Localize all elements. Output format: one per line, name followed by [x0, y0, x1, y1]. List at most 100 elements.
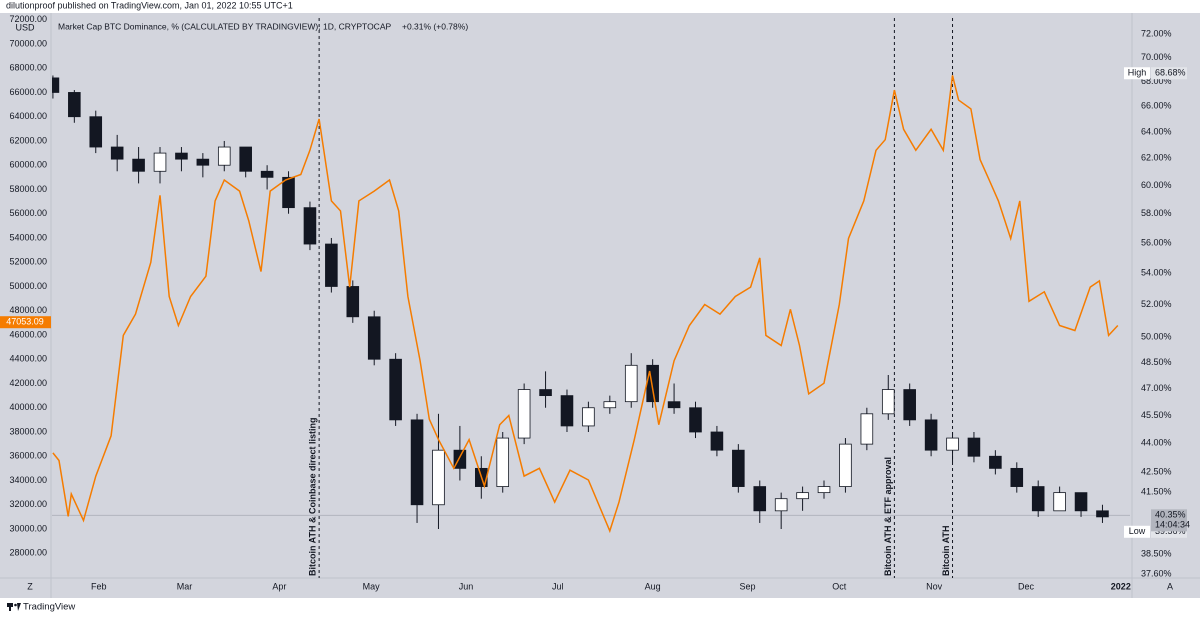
y2-tick-label: 72.00% [1141, 28, 1172, 38]
candle-body [260, 170, 274, 178]
candle-body [603, 401, 617, 409]
y-tick-label: 30000.00 [9, 523, 47, 533]
candle-body [432, 449, 445, 506]
scale-button[interactable]: Z [27, 581, 33, 591]
y-tick-label: 62000.00 [9, 135, 47, 145]
candle-body [732, 449, 745, 487]
y2-tick-label: 52.00% [1141, 299, 1172, 309]
y2-tick-label: 48.50% [1141, 357, 1172, 367]
x-tick-label: Dec [1018, 581, 1035, 591]
y-tick-label: 36000.00 [9, 451, 47, 461]
y2-tick-label: 50.00% [1141, 331, 1172, 341]
chart-title: Market Cap BTC Dominance, % (CALCULATED … [58, 21, 391, 31]
y2-tick-label: 58.00% [1141, 208, 1172, 218]
y-tick-label: 46000.00 [9, 329, 47, 339]
y-tick-label: 52000.00 [9, 257, 47, 267]
annotation-text: Bitcoin ATH & ETF approval [883, 457, 893, 576]
x-tick-label: Oct [832, 581, 847, 591]
brand-name: TradingView [23, 602, 75, 613]
candle-body [710, 431, 724, 451]
annotation-text: Bitcoin ATH & Coinbase direct listing [308, 417, 318, 576]
x-tick-label: Aug [645, 581, 661, 591]
candle-body [496, 437, 510, 487]
candle-body [89, 116, 103, 148]
y2-tick-label: 44.00% [1141, 438, 1172, 448]
x-tick-label: Jun [459, 581, 474, 591]
y2-tick-label: 64.00% [1141, 126, 1172, 136]
candle-body [1096, 510, 1109, 518]
price-marker-label: 47053.09 [6, 317, 44, 327]
candle-body [410, 419, 424, 506]
candle-body [153, 152, 167, 172]
candle-body [175, 152, 188, 160]
last-value-countdown: 14:04:34 [1155, 520, 1190, 530]
y2-tick-label: 45.50% [1141, 410, 1172, 420]
y2-tick-label: 60.00% [1141, 180, 1172, 190]
brand-logo [7, 603, 21, 611]
candle-body [560, 395, 574, 427]
x-tick-label: Nov [926, 581, 943, 591]
y2-tick-label: 42.50% [1141, 467, 1172, 477]
candle-body [110, 146, 124, 160]
y-tick-label: 72000.00 [9, 14, 47, 24]
x-tick-label: Mar [177, 581, 193, 591]
candle-body [132, 158, 145, 172]
candle-body [582, 407, 595, 427]
candle-body [881, 389, 895, 415]
x-tick-label: Apr [272, 581, 286, 591]
y-tick-label: 44000.00 [9, 354, 47, 364]
y-tick-label: 60000.00 [9, 160, 47, 170]
source-line: dilutionproof published on TradingView.c… [6, 0, 293, 10]
y-tick-label: 28000.00 [9, 548, 47, 558]
y-tick-label: 64000.00 [9, 111, 47, 121]
candle-body [325, 243, 338, 287]
candle-body [303, 207, 317, 245]
y2-tick-label: 62.00% [1141, 153, 1172, 163]
x-tick-label: Feb [91, 581, 107, 591]
y2-tick-label: 70.00% [1141, 52, 1172, 62]
y-tick-label: 68000.00 [9, 63, 47, 73]
candle-body [453, 449, 467, 469]
y-tick-label: 50000.00 [9, 281, 47, 291]
candle-body [860, 413, 874, 445]
dominance-line [52, 75, 1119, 534]
y-tick-label: 70000.00 [9, 38, 47, 48]
marker-tag: High [1128, 68, 1147, 78]
y-tick-label: 56000.00 [9, 208, 47, 218]
marker-value-box [1151, 67, 1187, 80]
x-tick-label: Jul [552, 581, 564, 591]
candle-body [217, 146, 231, 166]
candle-body [946, 437, 959, 451]
y2-tick-label: 41.50% [1141, 486, 1172, 496]
y-tick-label: 58000.00 [9, 184, 47, 194]
candle-body [517, 389, 531, 439]
candle-body [68, 92, 81, 118]
plot-area: Bitcoin ATH & Coinbase direct listing Bit… [52, 18, 1130, 578]
y2-tick-label: 47.00% [1141, 383, 1172, 393]
candle-body [624, 364, 638, 403]
candle-body [774, 498, 788, 512]
last-value-box [1151, 509, 1187, 532]
y-tick-label: 66000.00 [9, 87, 47, 97]
y2-tick-label: 37.60% [1141, 568, 1172, 578]
candle-body [1053, 492, 1066, 512]
candle-body [753, 486, 767, 512]
annotation-text: Bitcoin ATH [941, 526, 951, 577]
change-text: +0.31% (+0.78%) [402, 21, 468, 31]
y-tick-label: 32000.00 [9, 499, 47, 509]
y2-tick-label: 54.00% [1141, 268, 1172, 278]
auto-button[interactable]: A [1167, 581, 1173, 591]
candle-body [689, 407, 702, 433]
x-tick-label: Sep [740, 581, 756, 591]
candle-body [196, 158, 210, 166]
y-tick-label: 48000.00 [9, 305, 47, 315]
candle-body [989, 455, 1002, 469]
marker-tag-box [1124, 525, 1150, 538]
candle-body [1031, 486, 1045, 512]
candle-body [389, 358, 402, 421]
candle-body [239, 146, 252, 172]
candle-body [52, 77, 60, 93]
candle-body [646, 364, 659, 403]
